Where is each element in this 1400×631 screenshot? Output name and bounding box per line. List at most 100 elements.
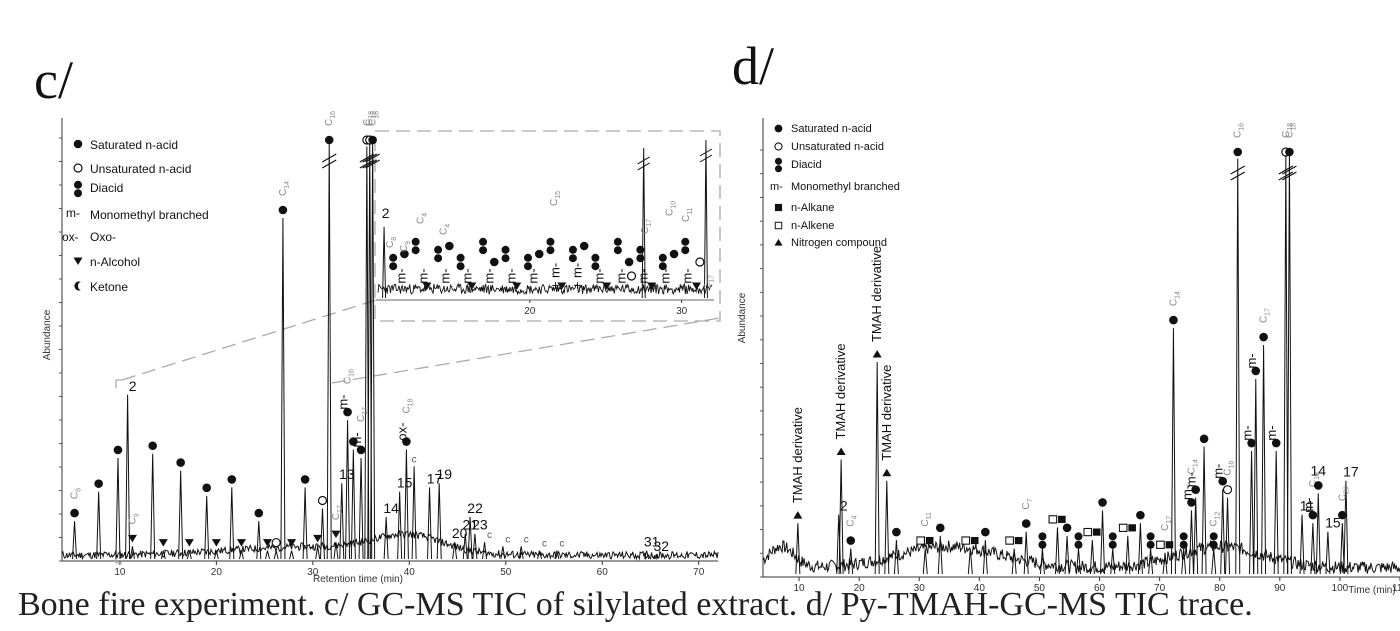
peak-carbon-label: C17 <box>1160 516 1173 531</box>
peak-line <box>96 491 102 560</box>
axis-break <box>365 153 380 169</box>
legend-symbol-saturated <box>73 139 83 149</box>
peak-marker-filled-circle <box>113 445 123 455</box>
inset-axis-break <box>699 148 713 163</box>
peak-line <box>1249 451 1255 575</box>
inset-prefix: m- <box>503 268 518 283</box>
chromatogram-trace <box>61 529 719 561</box>
peak-marker-triangle-up <box>793 511 803 519</box>
legend: Saturated n-acid Unsaturated n-acid Diac… <box>62 138 209 294</box>
peak-line <box>345 420 351 560</box>
peak-line <box>289 550 295 560</box>
peak-line <box>1125 535 1131 575</box>
inset-marker-double-circle <box>546 237 555 255</box>
peak-label: c <box>524 534 529 545</box>
peak-label: 14 <box>383 500 399 516</box>
peak-line <box>264 550 270 560</box>
peak-marker-filled-circle <box>278 205 288 215</box>
inset-carbon-label-group: C8 <box>385 237 398 248</box>
peak-marker-filled-circle <box>1098 498 1107 507</box>
peak-label: c <box>487 530 492 541</box>
peak-prefix: ox- <box>394 423 409 441</box>
peak-label: 17 <box>427 470 443 486</box>
peak-prefix: m- <box>1211 464 1226 479</box>
peak-marker-open-circle <box>317 495 328 506</box>
peak-carbon-label: C17 <box>331 505 344 520</box>
peak-line <box>1325 531 1331 575</box>
peak-label: 20 <box>452 525 468 541</box>
inset-marker-double-circle <box>523 253 532 271</box>
peak-label: 19 <box>436 466 452 482</box>
inset-marker-filled-circle <box>445 241 454 251</box>
peak-carbon-label-group: C16 <box>343 369 356 384</box>
peak-marker-square-pair <box>1083 527 1102 537</box>
legend-symbol-text: m- <box>770 181 783 193</box>
x-tick-label: 10 <box>793 583 805 594</box>
peak-line <box>1225 497 1231 575</box>
peak-markers: TMAH derivative 2 TMAH derivative C4 TMAH de… <box>790 123 1359 549</box>
peak-carbon-label-group: C14 <box>278 181 291 196</box>
peak-label: TMAH derivative <box>790 407 805 503</box>
peak-label: 11 <box>1300 498 1315 514</box>
peak-line <box>922 548 928 575</box>
x-tick-label: 40 <box>974 583 986 594</box>
x-tick-label: 50 <box>1034 583 1046 594</box>
peak-prefix: m- <box>336 394 351 409</box>
peak-line <box>229 487 235 560</box>
peak-carbon-label-group: C9 <box>127 513 140 524</box>
inset-carbon-label-group: C17 <box>640 219 653 234</box>
peak-label: 2 <box>129 378 137 394</box>
axis-break <box>1278 165 1294 181</box>
inset-carbon-label: C4 <box>416 213 429 224</box>
peak-marker-filled-circle <box>1169 315 1178 325</box>
peak-carbon-label: C9 <box>127 513 140 524</box>
peak-prefix: m- <box>1244 353 1259 368</box>
x-tick-label: 70 <box>1154 583 1166 594</box>
peak-line <box>982 540 988 575</box>
peak-carbon-label-group: C4 <box>846 515 859 526</box>
axis-break <box>362 153 378 169</box>
peak-carbon-label-group: C11 <box>920 512 933 527</box>
legend-label: Saturated n-acid <box>90 138 178 152</box>
x-tick-label: 30 <box>307 567 319 578</box>
legend-symbol-text: ox- <box>62 230 79 244</box>
inset-marker-double-circle <box>613 237 622 255</box>
peak-line <box>795 523 801 575</box>
peak-label: 22 <box>467 500 483 516</box>
peak-line <box>411 466 417 560</box>
x-ticks: 10 20 30 40 50 60 70 80 90 100 110 <box>793 577 1400 594</box>
legend-symbol-alcohol <box>73 257 83 265</box>
peak-line <box>339 483 345 560</box>
inset-marker-double-circle <box>411 237 420 255</box>
legend-symbol-alkene <box>774 221 783 230</box>
inset-carbon-label: C9 <box>399 241 412 252</box>
axis-break <box>1282 165 1297 181</box>
inset-marker-double-circle <box>636 245 645 263</box>
peak-line <box>115 457 121 560</box>
peak-line <box>1201 446 1207 575</box>
peak-line <box>518 546 524 560</box>
peak-carbon-label-group: C17 <box>1160 516 1173 531</box>
figure-caption: Bone fire experiment. c/ GC-MS TIC of si… <box>18 586 1253 623</box>
legend-label: Unsaturated n-acid <box>791 141 884 153</box>
peak-line <box>1100 510 1106 575</box>
axis-break <box>321 153 337 169</box>
inset-carbon-label: C4 <box>438 224 451 235</box>
peak-line <box>836 514 842 575</box>
peak-marker-triangle-up <box>836 447 846 456</box>
peak-carbon-label-group: C17 <box>331 505 344 520</box>
inset-marker-filled-circle <box>669 249 679 259</box>
x-tick-label: 80 <box>1214 583 1226 594</box>
inset-prefix: m- <box>437 268 452 283</box>
peak-marker-filled-circle <box>1313 481 1323 490</box>
inset-carbon-label: C8 <box>385 237 398 248</box>
peak-line <box>129 546 135 560</box>
y-ticks <box>59 137 62 562</box>
peak-carbon-label: C16 <box>343 369 356 384</box>
y-axis-label: Abundance <box>42 309 53 360</box>
peak-line <box>256 521 262 560</box>
inset-carbon-label-group: C15 <box>549 191 562 206</box>
peak-line <box>554 550 560 560</box>
peak-line <box>333 542 339 560</box>
legend-label: n-Alkane <box>791 202 834 214</box>
